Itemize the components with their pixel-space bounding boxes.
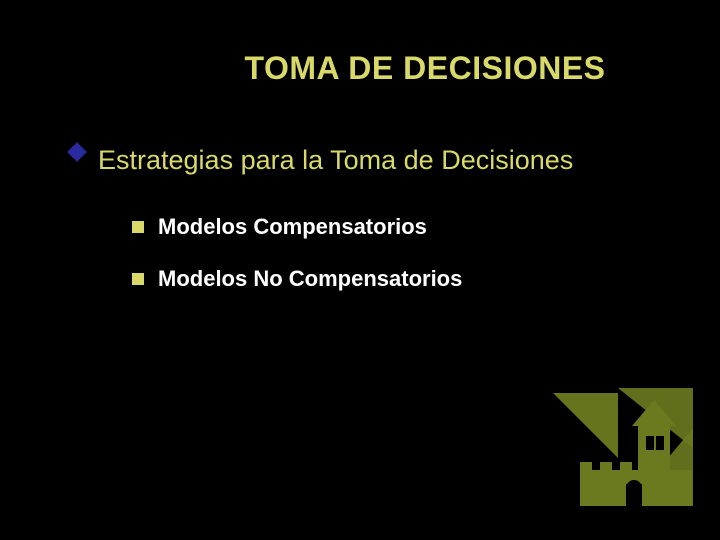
castle-decoration-icon [548, 388, 698, 518]
sub-bullet-list: Modelos Compensatorios Modelos No Compen… [132, 214, 670, 292]
sub-bullet-text: Modelos No Compensatorios [158, 266, 462, 292]
diamond-bullet-icon [67, 142, 87, 162]
square-bullet-icon [132, 221, 144, 233]
sub-bullet-item: Modelos No Compensatorios [132, 266, 670, 292]
sub-bullet-text: Modelos Compensatorios [158, 214, 427, 240]
square-bullet-icon [132, 273, 144, 285]
sub-bullet-item: Modelos Compensatorios [132, 214, 670, 240]
main-bullet-text: Estrategias para la Toma de Decisiones [98, 135, 573, 186]
slide-title: TOMA DE DECISIONES [180, 50, 670, 87]
main-bullet-item: Estrategias para la Toma de Decisiones [70, 135, 670, 186]
slide: TOMA DE DECISIONES Estrategias para la T… [0, 0, 720, 540]
